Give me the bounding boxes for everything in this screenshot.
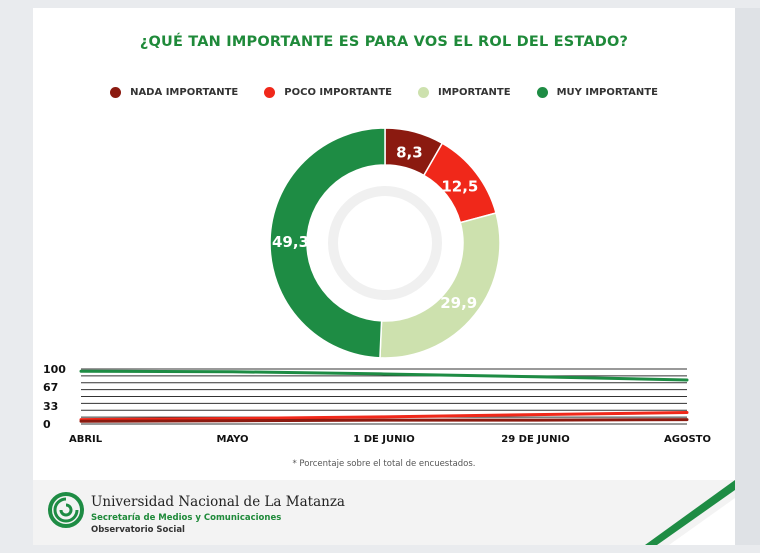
donut-label-2: 29,9 xyxy=(440,294,477,312)
y-tick-label: 67 xyxy=(43,381,58,394)
university-name: Universidad Nacional de La Matanza xyxy=(91,494,345,510)
legend-label-muy: MUY IMPORTANTE xyxy=(556,87,658,98)
watermark-icon xyxy=(328,186,442,300)
footer: Universidad Nacional de La Matanza Secre… xyxy=(33,480,735,545)
footnote: * Porcentaje sobre el total de encuestad… xyxy=(292,459,476,469)
legend-label-importante: IMPORTANTE xyxy=(438,87,511,98)
page-edge xyxy=(735,8,760,545)
donut-slice-3 xyxy=(269,127,386,359)
legend-item-importante: IMPORTANTE xyxy=(418,87,511,98)
y-tick-label: 0 xyxy=(43,418,51,431)
observatorio-name: Observatorio Social xyxy=(91,525,185,535)
donut-label-1: 12,5 xyxy=(441,177,478,195)
donut-chart: 8,3 12,5 29,9 49,3 xyxy=(269,127,501,359)
legend-swatch-importante xyxy=(418,87,429,98)
legend-item-nada: NADA IMPORTANTE xyxy=(110,87,238,98)
donut-label-3: 49,3 xyxy=(272,233,309,251)
trend-series-line-0 xyxy=(79,369,689,382)
x-tick-label: MAYO xyxy=(216,434,248,445)
legend-item-muy: MUY IMPORTANTE xyxy=(536,87,658,98)
chart-title: ¿QUÉ TAN IMPORTANTE ES PARA VOS EL ROL D… xyxy=(139,34,629,50)
x-tick-label: AGOSTO xyxy=(664,434,711,445)
trend-series-line-2 xyxy=(79,418,689,423)
legend-swatch-nada xyxy=(110,87,122,98)
secretaria-name: Secretaría de Medios y Comunicaciones xyxy=(91,513,282,523)
legend: NADA IMPORTANTE POCO IMPORTANTE IMPORTAN… xyxy=(33,87,735,98)
x-tick-label: 29 DE JUNIO xyxy=(501,434,569,445)
legend-item-poco: POCO IMPORTANTE xyxy=(264,87,392,98)
legend-swatch-poco xyxy=(264,87,276,98)
x-tick-label: 1 DE JUNIO xyxy=(353,434,414,445)
corner-stripe-decoration xyxy=(645,480,735,545)
donut-label-0: 8,3 xyxy=(396,144,423,162)
university-logo-icon xyxy=(48,492,84,528)
legend-label-poco: POCO IMPORTANTE xyxy=(284,87,392,98)
y-tick-label: 33 xyxy=(43,400,58,413)
x-tick-label: ABRIL xyxy=(69,434,103,445)
legend-label-nada: NADA IMPORTANTE xyxy=(130,87,239,98)
slide: ¿QUÉ TAN IMPORTANTE ES PARA VOS EL ROL D… xyxy=(33,8,735,545)
donut-slice-2 xyxy=(379,212,501,359)
trend-series-line-1 xyxy=(79,410,689,422)
legend-swatch-muy xyxy=(536,87,548,98)
